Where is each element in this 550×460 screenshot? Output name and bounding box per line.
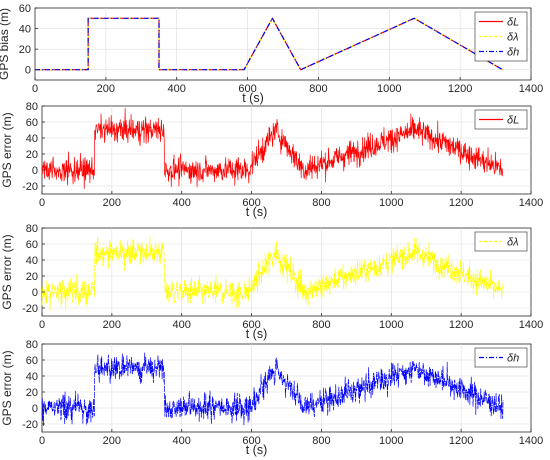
x-tick-label: 0: [39, 319, 45, 331]
x-tick-label: 1200: [448, 83, 472, 95]
x-tick-label: 1200: [449, 435, 473, 447]
legend-label: δh: [507, 353, 519, 365]
y-tick-label: 80: [26, 339, 38, 351]
x-tick-label: 200: [97, 83, 115, 95]
y-tick-label: 40: [26, 255, 38, 267]
x-tick-label: 200: [103, 435, 121, 447]
legend-label: δλ: [507, 237, 519, 249]
y-tick-label: -20: [22, 419, 38, 431]
legend-label: δλ: [507, 32, 519, 44]
x-tick-label: 0: [32, 83, 38, 95]
legend-label: δh: [507, 47, 519, 59]
x-tick-label: 600: [242, 435, 260, 447]
y-axis-label: GPS error (m): [0, 234, 14, 309]
x-tick-label: 1400: [519, 83, 543, 95]
x-tick-label: 800: [312, 197, 330, 209]
x-tick-label: 600: [242, 197, 260, 209]
plot-area: [34, 7, 532, 81]
x-tick-label: 1200: [449, 319, 473, 331]
y-tick-label: 60: [19, 3, 31, 15]
x-tick-label: 1400: [519, 435, 543, 447]
legend: δL: [474, 109, 528, 130]
y-tick-label: 20: [26, 271, 38, 283]
y-axis-label: GPS error (m): [0, 350, 14, 425]
x-axis-label: t (s): [246, 443, 268, 457]
x-tick-label: 0: [39, 197, 45, 209]
x-tick-label: 600: [238, 83, 256, 95]
x-tick-label: 200: [103, 197, 121, 209]
x-tick-label: 800: [312, 319, 330, 331]
legend: δL δλ δh: [474, 11, 528, 62]
y-tick-label: 80: [26, 101, 38, 113]
x-tick-label: 400: [173, 435, 191, 447]
y-tick-label: 40: [26, 371, 38, 383]
y-tick-label: 60: [26, 239, 38, 251]
plot-area: [41, 227, 532, 317]
x-tick-label: 1000: [379, 319, 403, 331]
y-tick-label: 20: [26, 387, 38, 399]
x-tick-label: 400: [168, 83, 186, 95]
x-tick-label: 1000: [379, 197, 403, 209]
y-tick-label: 40: [26, 133, 38, 145]
y-tick-label: 60: [26, 117, 38, 129]
legend-label: δL: [507, 17, 519, 29]
x-tick-label: 200: [103, 319, 121, 331]
y-tick-label: 40: [19, 24, 31, 36]
y-tick-label: 60: [26, 355, 38, 367]
legend: δh: [474, 347, 528, 368]
y-tick-label: -20: [22, 181, 38, 193]
y-tick-label: 0: [25, 65, 31, 77]
x-axis-label: t (s): [246, 205, 268, 219]
x-tick-label: 1200: [449, 197, 473, 209]
x-axis-label: t (s): [246, 327, 268, 341]
series-line-0: [41, 107, 504, 189]
x-tick-label: 400: [173, 197, 191, 209]
legend: δλ: [474, 231, 528, 252]
x-tick-label: 800: [309, 83, 327, 95]
y-tick-label: 80: [26, 223, 38, 235]
series-line-2: [35, 17, 503, 71]
x-tick-label: 1000: [379, 435, 403, 447]
y-tick-label: 0: [32, 165, 38, 177]
y-tick-label: -20: [22, 303, 38, 315]
x-tick-label: 1400: [519, 319, 543, 331]
x-tick-label: 400: [173, 319, 191, 331]
x-tick-label: 0: [39, 435, 45, 447]
y-axis-label: GPS error (m): [0, 112, 14, 187]
y-tick-label: 0: [32, 403, 38, 415]
y-tick-label: 20: [19, 44, 31, 56]
plot-area: [41, 105, 532, 195]
y-axis-label: GPS bias (m): [0, 8, 11, 80]
y-tick-label: 20: [26, 149, 38, 161]
series-line-0: [41, 236, 504, 311]
legend-label: δL: [507, 115, 519, 127]
chart-panel-1: 0 200 400 600 800 1000 1200 1400 0 20 40 60 t (s) GPS…: [0, 3, 543, 105]
x-axis-label: t (s): [242, 91, 264, 105]
series-line-0: [41, 352, 504, 426]
y-tick-label: 0: [32, 287, 38, 299]
x-tick-label: 1400: [519, 197, 543, 209]
x-tick-label: 800: [312, 435, 330, 447]
x-tick-label: 1000: [377, 83, 401, 95]
x-tick-label: 600: [242, 319, 260, 331]
